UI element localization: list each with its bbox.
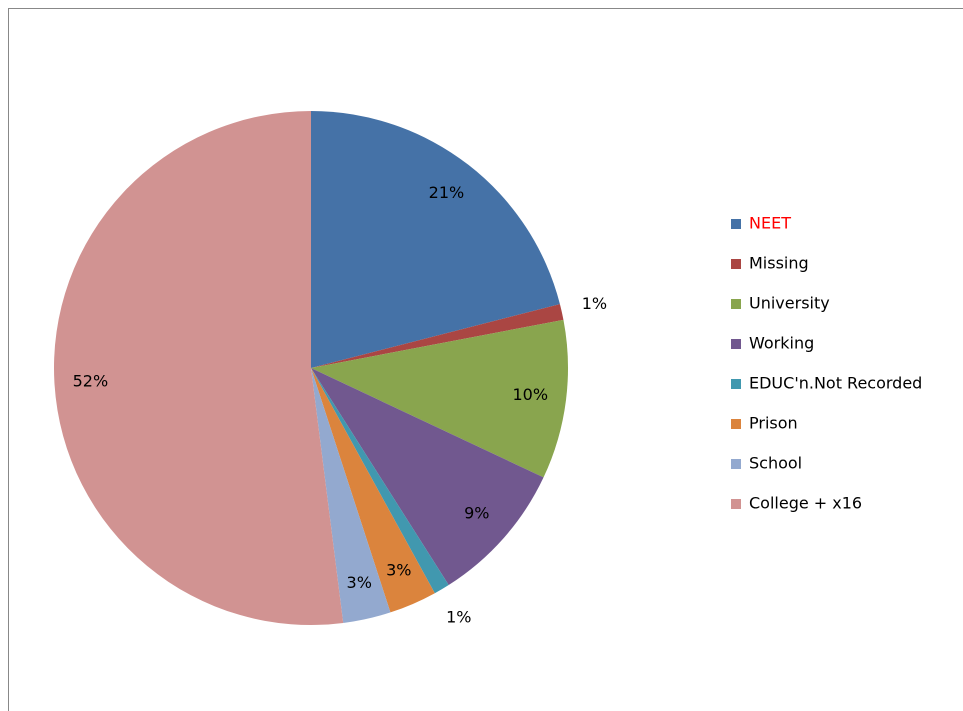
data-label: 10%: [512, 385, 548, 404]
pie-slice: [311, 319, 569, 478]
data-label: 3%: [386, 560, 411, 579]
legend-label: Working: [749, 334, 814, 353]
legend-label: Prison: [749, 414, 798, 433]
data-label: 52%: [73, 371, 109, 390]
data-label: 1%: [446, 607, 471, 626]
legend-label: School: [749, 454, 802, 473]
legend-label: University: [749, 294, 830, 313]
legend-swatch: [731, 339, 741, 349]
legend-swatch: [731, 259, 741, 269]
legend-label: College + x16: [749, 494, 862, 513]
data-label: 3%: [347, 573, 372, 592]
pie-slice: [311, 368, 435, 613]
legend-swatch: [731, 499, 741, 509]
legend-swatch: [731, 419, 741, 429]
legend-label: EDUC'n.Not Recorded: [749, 374, 922, 393]
pie-slice: [311, 368, 391, 623]
legend-label: Missing: [749, 254, 809, 273]
pie-slice: [54, 111, 344, 625]
legend-swatch: [731, 219, 741, 229]
pie-slice: [311, 304, 564, 368]
data-label: 1%: [582, 294, 607, 313]
legend-swatch: [731, 299, 741, 309]
pie-slice: [311, 111, 560, 368]
pie-slice: [311, 368, 449, 594]
pie-slice: [311, 368, 544, 585]
legend-label: NEET: [749, 214, 791, 233]
data-label: 21%: [429, 183, 465, 202]
data-label: 9%: [464, 504, 489, 523]
legend-swatch: [731, 459, 741, 469]
legend-swatch: [731, 379, 741, 389]
